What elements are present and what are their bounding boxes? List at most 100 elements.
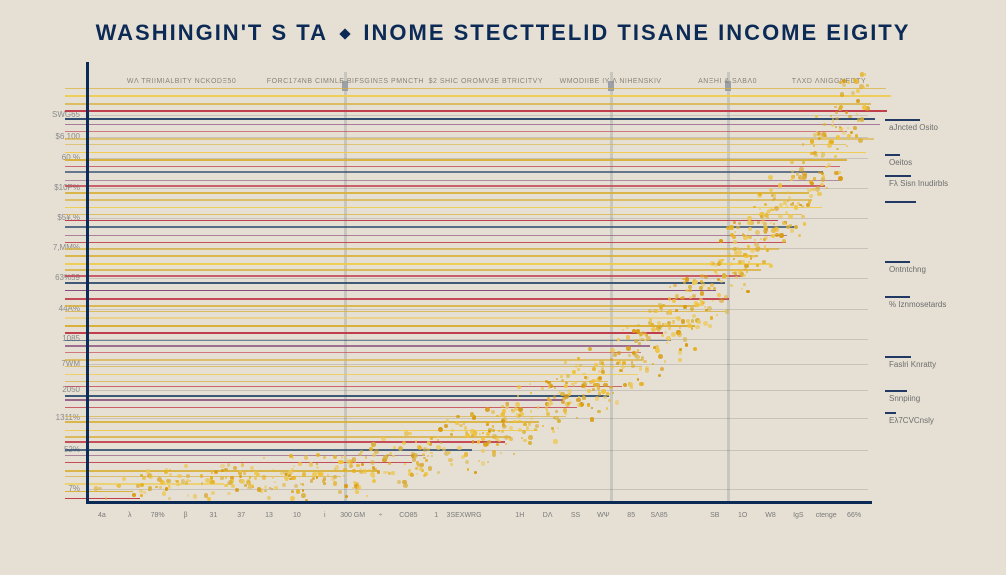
data-point [457,446,461,450]
y-tick-label: 2050 [34,386,80,394]
data-point [790,161,794,165]
data-point [411,452,415,456]
data-stripe [65,340,671,342]
data-stripe [65,138,874,140]
title-part-2: INOME STECTTELID TISANE INCOME EIGITY [363,20,910,45]
data-point [639,332,643,336]
data-point [557,427,559,429]
data-point [181,479,185,483]
data-point [748,235,752,239]
data-point [184,464,188,468]
data-point [864,73,866,75]
data-point [455,421,459,425]
data-point [210,476,214,480]
data-point [502,424,506,428]
data-point [577,403,581,407]
data-point [139,489,143,493]
data-point [116,485,118,487]
data-point [282,483,286,487]
data-point [444,451,449,456]
data-point [262,475,267,480]
data-point [673,284,677,288]
data-point [211,480,215,484]
data-point [193,494,198,499]
data-point [560,375,563,378]
data-point [743,234,745,236]
right-guide: aJncted OsitoOeitosFλ Sisn InudirblsOntn… [885,72,975,502]
gridline [88,188,868,189]
data-point [597,387,600,390]
data-point [860,117,865,122]
x-tick-label: SΛ85 [650,512,667,519]
data-stripe [65,282,725,284]
data-point [214,470,218,474]
data-point [790,228,795,233]
right-guide-label: aJncted Osito [889,124,938,133]
data-point [288,474,291,477]
data-point [608,399,611,402]
data-point [564,394,569,399]
data-point [289,478,291,480]
data-point [606,407,608,409]
data-stripe [65,192,810,194]
data-stripe [65,144,846,146]
data-point [714,263,717,266]
data-point [591,407,593,409]
data-point [628,382,632,386]
data-point [235,488,239,492]
data-point [581,384,585,388]
data-point [372,479,376,483]
data-stripe [65,110,888,112]
data-point [157,477,162,482]
data-point [239,470,243,474]
data-point [487,461,489,463]
data-point [802,143,805,146]
x-tick-label: β [183,512,187,519]
data-point [459,424,463,428]
data-point [802,161,805,164]
data-point [813,133,817,137]
data-point [716,314,718,316]
data-point [349,464,353,468]
data-stripe [65,180,842,182]
data-point [338,460,343,465]
data-point [561,379,564,382]
x-tick-label: W8 [765,512,776,519]
data-point [668,327,671,330]
data-point [397,480,401,484]
data-point [763,225,766,228]
data-point [819,135,822,138]
data-point [788,214,792,218]
data-point [227,463,231,467]
data-point [741,288,743,290]
right-guide-tick [885,412,896,414]
right-guide-label: Ελ7CVCnsly [889,417,934,426]
right-guide-label: % Iznmosetards [889,301,946,310]
data-point [813,177,816,180]
data-point [472,440,474,442]
data-point [713,287,716,290]
data-point [832,118,834,120]
data-point [302,489,304,491]
data-point [803,222,807,226]
data-point [272,476,275,479]
data-point [661,334,664,337]
data-stripe [65,491,133,493]
data-point [438,427,443,432]
data-stripe [65,118,875,120]
data-point [761,219,766,224]
data-stripe [65,290,716,292]
data-point [691,327,694,330]
data-point [802,176,806,180]
data-point [343,468,346,471]
data-point [358,453,361,456]
data-point [862,105,867,110]
data-point [657,329,660,332]
data-point [491,410,495,414]
data-point [542,425,545,428]
data-point [333,475,338,480]
data-point [302,483,305,486]
data-point [589,380,593,384]
data-point [323,456,327,460]
data-point [747,216,751,220]
